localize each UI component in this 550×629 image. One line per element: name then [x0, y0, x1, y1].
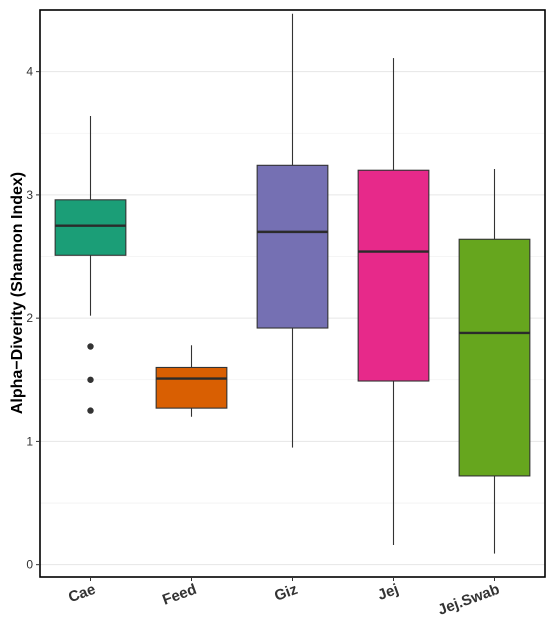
- x-tick-label: Cae: [66, 581, 98, 606]
- box-giz: [256, 13, 329, 448]
- box-iqr: [357, 169, 430, 382]
- x-tick-label: Jej: [375, 581, 400, 604]
- box-iqr: [458, 238, 531, 477]
- y-axis-ticks: 0 1 2 3 4: [26, 65, 40, 572]
- box-iqr: [54, 199, 127, 256]
- y-axis-title: Alpha−Diverity (Shannon Index): [9, 172, 26, 414]
- box-cae: [54, 116, 127, 414]
- outlier-point: [87, 343, 94, 350]
- y-tick-label: 4: [26, 65, 33, 79]
- box-feed: [155, 345, 228, 417]
- box-jej-swab: [458, 169, 531, 554]
- x-tick-label: Jej.Swab: [436, 581, 502, 619]
- y-tick-label: 1: [26, 434, 33, 448]
- y-tick-label: 2: [26, 311, 33, 325]
- outlier-point: [87, 407, 94, 414]
- y-tick-label: 0: [26, 558, 33, 572]
- box-iqr: [256, 164, 329, 329]
- boxes: [54, 13, 531, 554]
- y-tick-label: 3: [26, 188, 33, 202]
- x-tick-label: Giz: [272, 581, 300, 605]
- x-tick-label: Feed: [160, 581, 199, 609]
- box-jej: [357, 58, 430, 545]
- box-iqr: [155, 366, 228, 409]
- x-axis-ticks: Cae Feed Giz Jej Jej.Swab: [66, 577, 502, 619]
- outlier-point: [87, 376, 94, 383]
